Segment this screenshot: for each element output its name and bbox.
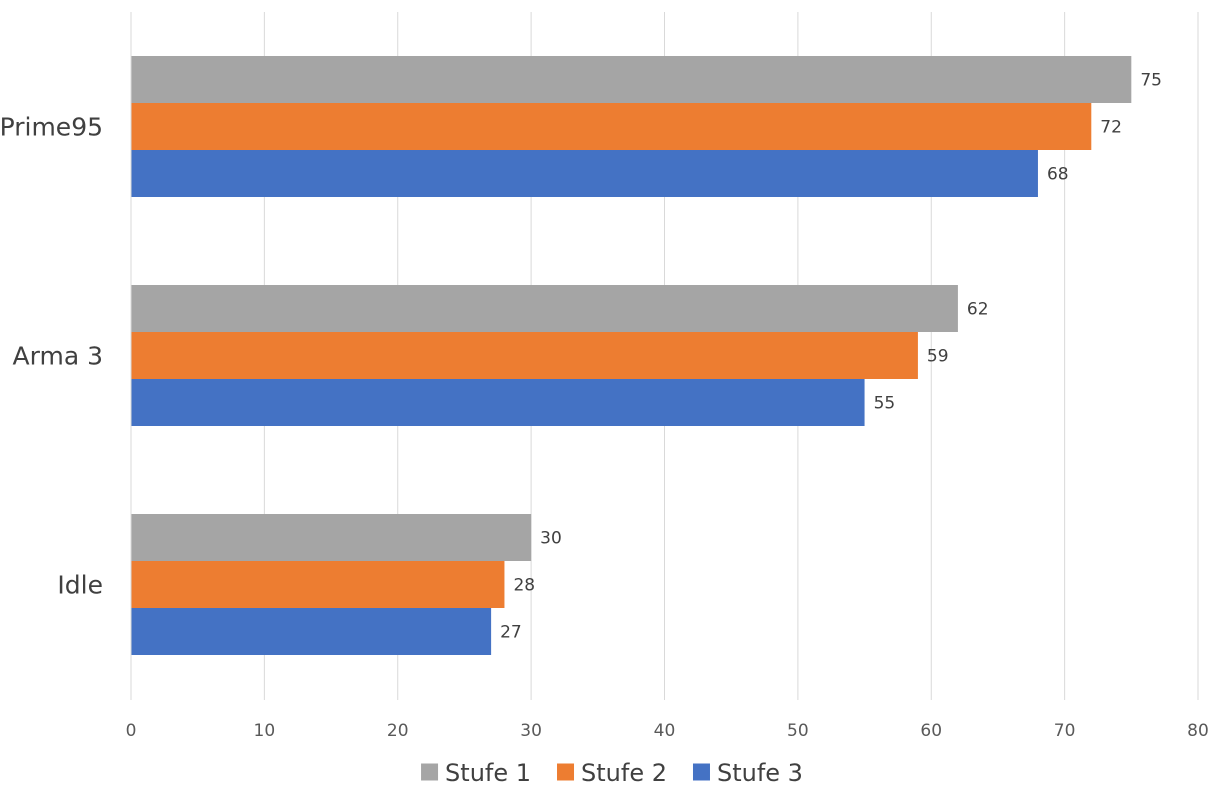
category-label: Arma 3	[13, 342, 103, 371]
x-tick-label: 50	[787, 721, 809, 741]
legend-swatch	[692, 763, 710, 781]
legend-swatch	[557, 763, 575, 781]
legend-label: Stufe 3	[717, 759, 803, 787]
x-tick-label: 80	[1187, 721, 1209, 741]
legend: Stufe 1 Stufe 2 Stufe 3	[421, 759, 803, 787]
category-label: Prime95	[0, 113, 103, 142]
bar	[131, 103, 1092, 150]
category-labels: Prime95 Arma 3 Idle	[0, 113, 103, 600]
legend-label: Stufe 2	[581, 759, 667, 787]
legend-label: Stufe 1	[445, 759, 531, 787]
x-tick-labels: 0 10 20 30 40 50 60 70 80	[126, 721, 1209, 741]
x-tick-label: 0	[126, 721, 137, 741]
bar	[131, 332, 918, 379]
x-tick-label: 70	[1054, 721, 1076, 741]
data-label: 27	[500, 623, 522, 643]
bar	[131, 285, 958, 332]
x-tick-label: 60	[920, 721, 942, 741]
x-tick-label: 20	[387, 721, 409, 741]
data-label: 68	[1047, 165, 1069, 185]
legend-item: Stufe 2	[557, 759, 667, 787]
legend-swatch	[421, 763, 439, 781]
data-label: 28	[513, 576, 535, 596]
data-label: 55	[874, 394, 896, 414]
legend-item: Stufe 1	[421, 759, 531, 787]
data-label: 72	[1100, 118, 1122, 138]
legend-item: Stufe 3	[692, 759, 803, 787]
bar	[131, 561, 505, 608]
bars	[131, 56, 1132, 655]
data-labels: 75 72 68 62 59 55 30 28 27	[500, 71, 1162, 643]
bar	[131, 379, 865, 426]
category-label: Idle	[57, 571, 103, 600]
data-label: 75	[1140, 71, 1162, 91]
bar	[131, 56, 1132, 103]
x-tick-label: 30	[520, 721, 542, 741]
x-tick-label: 40	[654, 721, 676, 741]
data-label: 30	[540, 529, 562, 549]
x-tick-label: 10	[254, 721, 276, 741]
data-label: 59	[927, 347, 949, 367]
bar	[131, 150, 1038, 197]
bar	[131, 514, 532, 561]
bar	[131, 608, 492, 655]
data-label: 62	[967, 300, 989, 320]
